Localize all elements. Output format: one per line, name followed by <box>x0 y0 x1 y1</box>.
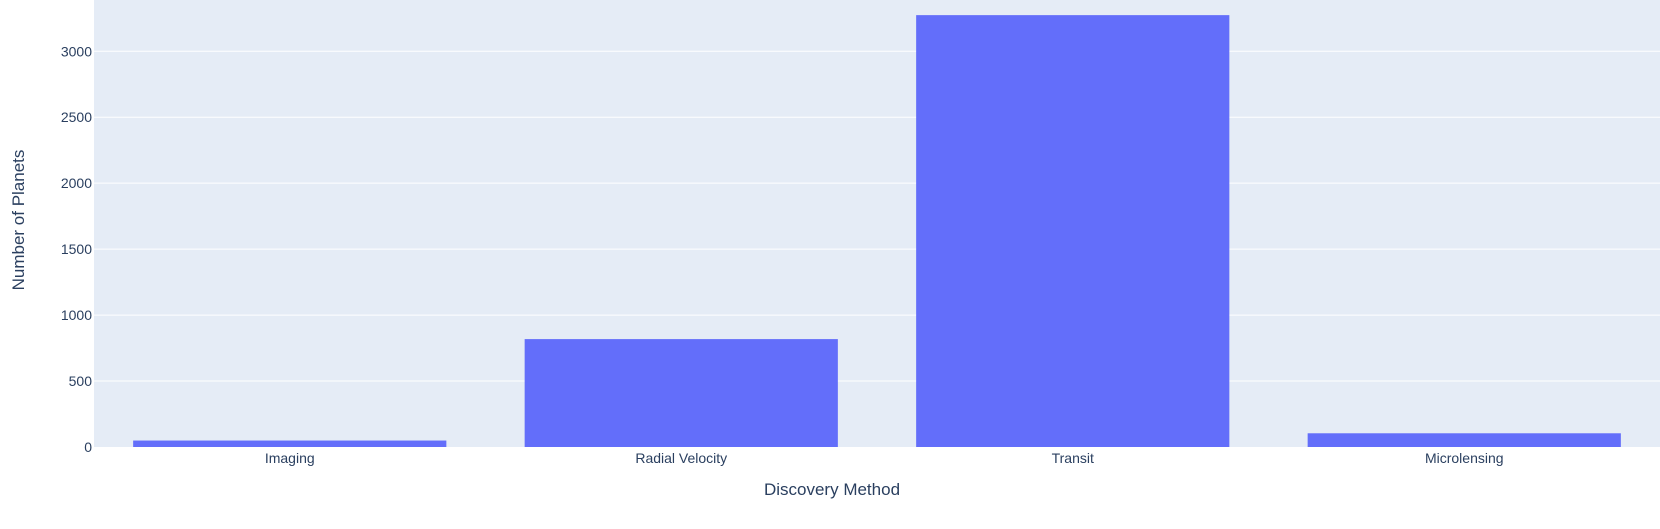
y-tick-label: 2500 <box>61 109 92 125</box>
x-tick-label: Transit <box>1052 450 1094 466</box>
bars <box>133 15 1621 448</box>
plot-area <box>94 0 1660 447</box>
y-tick-label: 3000 <box>61 43 92 59</box>
bar-radial-velocity[interactable] <box>524 339 838 447</box>
x-tick-label: Radial Velocity <box>635 450 727 466</box>
x-tick-label: Imaging <box>265 450 315 466</box>
gridlines <box>94 50 1660 382</box>
bar-microlensing[interactable] <box>1307 433 1621 447</box>
x-axis-title: Discovery Method <box>764 480 900 499</box>
y-tick-label: 2000 <box>61 175 92 191</box>
y-tick-label: 0 <box>84 439 92 455</box>
x-tick-label: Microlensing <box>1425 450 1504 466</box>
bar-imaging[interactable] <box>133 440 447 447</box>
y-tick-label: 500 <box>69 373 93 389</box>
y-tick-label: 1500 <box>61 241 92 257</box>
y-axis-title: Number of Planets <box>9 150 28 291</box>
y-tick-label: 1000 <box>61 307 92 323</box>
bar-transit[interactable] <box>916 15 1230 448</box>
y-tick-labels: 0 500 1000 1500 2000 2500 3000 <box>61 43 92 455</box>
x-tick-labels: Imaging Radial Velocity Transit Microlensin… <box>265 450 1504 466</box>
